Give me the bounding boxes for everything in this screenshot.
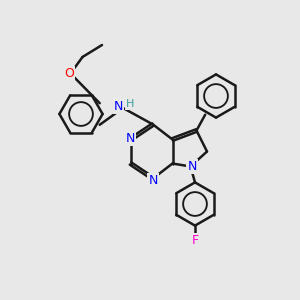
- Text: O: O: [64, 67, 74, 80]
- Text: N: N: [187, 160, 197, 173]
- Text: H: H: [125, 99, 134, 110]
- Text: F: F: [191, 234, 199, 247]
- Text: N: N: [148, 173, 158, 187]
- Text: N: N: [126, 131, 135, 145]
- Text: N: N: [114, 100, 123, 113]
